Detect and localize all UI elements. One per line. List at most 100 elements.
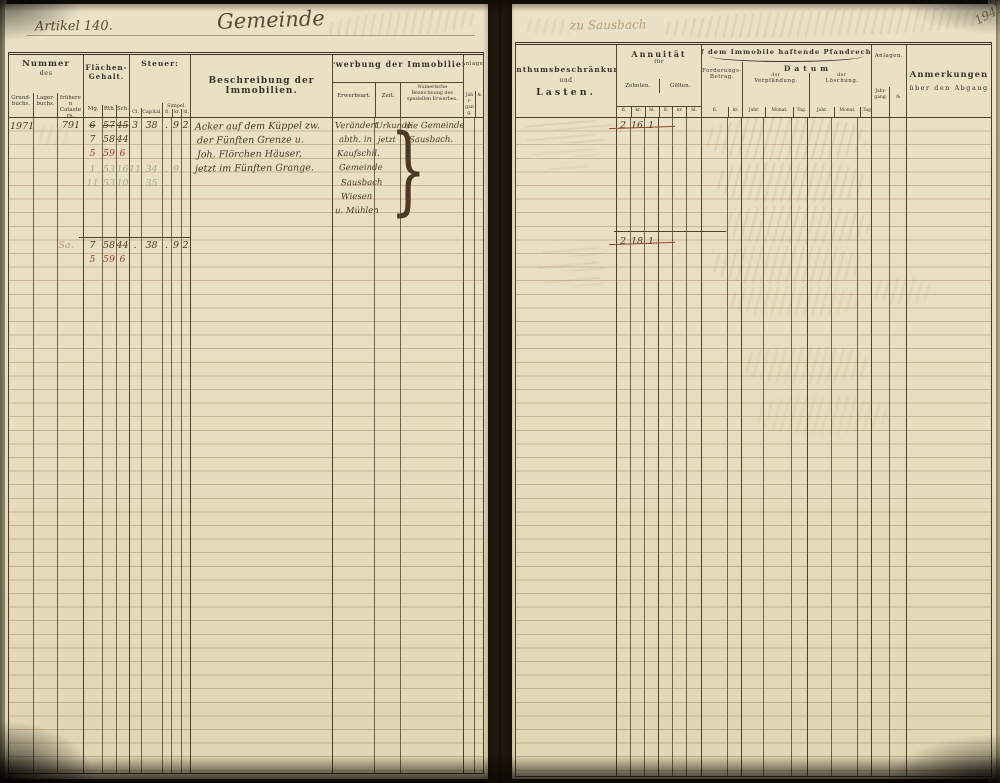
col-eigenthum: Eigenthumsbeschränkungen und Lasten. [516,45,616,117]
unit: Tag. [793,107,809,117]
unit: Jahr. [748,108,760,113]
faded-ink-mark [546,163,588,171]
col-loeschung: der Löschung. Jahr. Monat. Tag. [809,73,871,117]
annuitaet-value: 16 [630,120,644,131]
description-line: Acker auf dem Küppel zw. [194,120,321,133]
cell-value: 2 [182,240,189,251]
grouping-brace: } [390,118,427,226]
unit: kr. [672,107,686,117]
description-line: jetzt im Fünften Grange. [194,162,314,175]
unit: fl. [621,108,627,113]
loeschung-label: Löschung. [825,78,859,84]
faded-ink-mark [661,4,993,42]
col-erwerbsart: Erwerbsart. [337,93,371,99]
erwerbsart-line: Verändert [334,120,379,132]
forderung-l2: Betrag. [709,74,735,80]
faded-ink-mark [724,206,869,244]
forderung-l1: Forderungs- [702,68,742,74]
unit-sch: Sch. [116,105,129,117]
col-erwerbung-title: Erwerbung der Immobilien. [333,59,463,69]
verpfaendung-label: Verpfändung. [754,78,798,84]
col-lagerbuchs: Lager-buchs. [33,93,57,117]
unit: fl. [712,108,718,113]
cell-value: . [164,240,169,251]
right-table-body: 2 16 1 2 18 1 [516,118,991,777]
cell-value: . [164,178,169,189]
unit-mg: Mg. [87,106,99,112]
faded-ink-mark [524,134,604,143]
cell-value: 44 [116,240,129,251]
unit: hl. [686,107,701,117]
col-catasters: früheren Catasters. [57,93,83,117]
col-anmerkungen-l1: Anmerkungen [909,70,989,80]
erwerbsart-line: Gemeinde [338,162,383,174]
cell-value: 10 [116,178,129,189]
left-page: Artikel 140. Gemeinde Nummer des Grund-b… [5,4,488,779]
col-erwerbung: Erwerbung der Immobilien. Erwerbsart. Ze… [332,55,463,117]
col-anlagen-nr: № [889,87,906,117]
col-anlage: Anlage. Jahr-gang. № [463,55,483,117]
faded-ink-mark [712,246,862,284]
col-numerische: Numerische Bezeichnung des speziellen Er… [400,83,463,117]
erwerbsart-line: Wiesen [340,191,373,203]
erwerbsart-line: Kaufschil. [336,148,380,160]
col-verpfaendung: der Verpfändung. Jahr. Monat. Tag. [743,73,809,117]
col-beschreibung-title: Beschreibung der Immobilien. [208,76,315,96]
unit: kr. [728,107,742,117]
cell-value: 45 [116,120,129,131]
col-grundbuchs: Grund-buchs. [11,95,31,107]
cell-value: 44 [116,134,129,145]
faded-ink-mark [544,276,604,286]
unit: Tag. [860,107,871,117]
col-anmerkungen-l2: über den Abgang [909,84,989,92]
cell-value: 6 [119,148,126,159]
faded-ink-mark [538,261,606,271]
cell-value: 59 [102,254,116,265]
col-anlagen-jahrgang: Jahr-gang. [874,89,888,100]
col-zeit: Zeit. [374,83,401,117]
cell-value: 9 [172,120,180,131]
erwerbsart-line: u. Mühlen [334,205,379,217]
cell-value: 2 [182,120,189,131]
col-pfandrechte: Auf dem Immobile haftende Pfandrechte. F… [701,45,871,117]
summary-rule [614,231,726,232]
faded-ink-mark [872,278,930,304]
col-anlage-title: Anlage. [464,61,483,67]
col-anlagen-title: Anlagen. [874,53,904,59]
faded-ink-mark [542,246,604,256]
cell-value: 53 [102,164,116,175]
col-guelten: Gülten. [658,78,702,93]
cell-value: 38 [145,120,158,131]
cell-value: . [164,164,169,175]
faded-ink-mark [35,124,69,146]
cell-value: 11 [129,164,142,175]
col-annuitaet-title: Annuität [631,49,687,59]
faded-ink-mark [756,396,886,434]
numerische-line: Sausbach. [408,134,454,146]
cell-value: 7 [89,134,96,145]
col-eigenthum-l3: Lasten. [536,86,596,98]
col-eigenthum-l1: Eigenthumsbeschränkungen [516,64,616,74]
left-table-header: Nummer des Grund-buchs. Lager-buchs. frü… [9,52,483,118]
col-flaechen-title2: Gehalt. [88,72,125,81]
col-eigenthum-l2: und [559,76,573,84]
cell-value: 59 [102,148,116,159]
unit: hl. [644,107,659,117]
col-zehnten: Zehnten. [625,82,651,89]
book-gutter-shadow [483,0,515,783]
col-annuitaet-fuer: für [654,59,664,65]
col-pfandrechte-title: Auf dem Immobile haftende Pfandrechte. [701,48,871,56]
faded-ink-mark [728,286,858,316]
col-annuitaet: Annuität für Zehnten. Gülten. fl. kr. hl… [616,45,701,117]
right-table: Eigenthumsbeschränkungen und Lasten. Ann… [515,42,992,777]
gemeinde-script: Gemeinde [216,6,326,34]
unit-capital: Capital. [141,108,162,117]
article-number-script: Artikel 140. [34,18,113,35]
erwerbsart-line: Sausbach [340,177,383,189]
unit-hl: hl. [181,109,190,117]
unit-fl: fl. [165,110,170,115]
numerische-line: die Gemeinde [404,120,465,132]
cell-value: 1 [89,164,96,175]
faded-ink-mark [530,148,600,157]
